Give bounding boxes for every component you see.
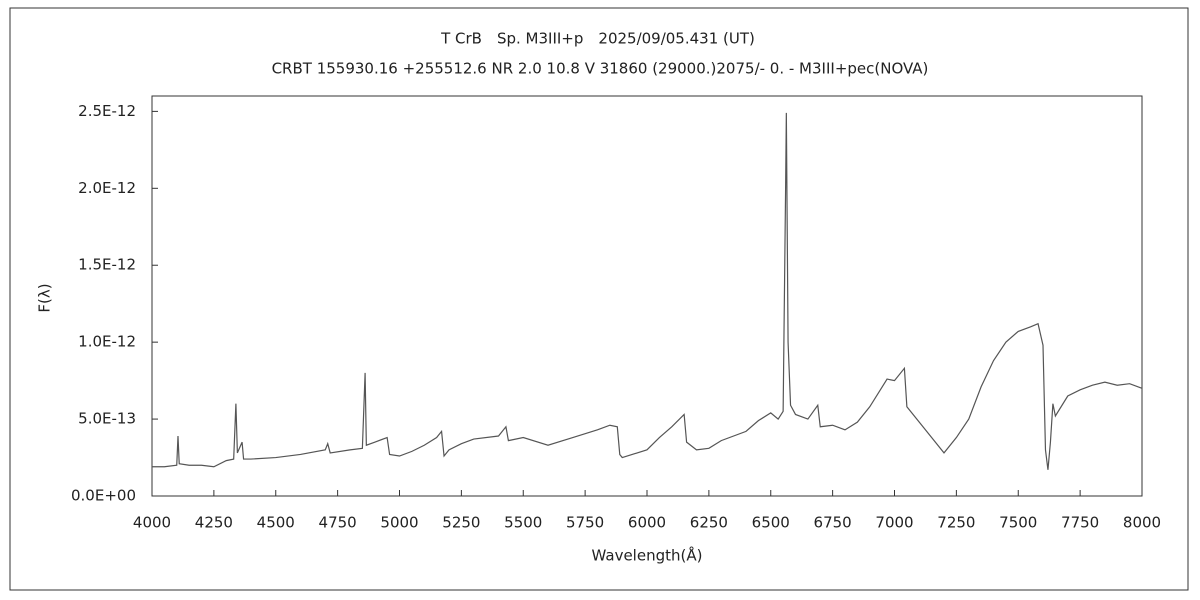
y-tick-label: 1.5E-12 [78,256,136,274]
x-tick-label: 4250 [195,514,233,532]
x-tick-label: 5750 [566,514,604,532]
y-tick-label: 2.0E-12 [78,179,136,197]
x-tick-label: 7000 [875,514,913,532]
y-tick-label: 1.0E-12 [78,333,136,351]
x-tick-label: 7750 [1061,514,1099,532]
x-tick-label: 5250 [442,514,480,532]
x-tick-label: 6250 [690,514,728,532]
x-tick-label: 5500 [504,514,542,532]
x-axis-label: Wavelength(Å) [592,546,703,565]
x-tick-label: 4000 [133,514,171,532]
x-tick-label: 7500 [999,514,1037,532]
y-tick-label: 5.0E-13 [78,410,136,428]
x-tick-label: 7250 [937,514,975,532]
x-tick-label: 6000 [628,514,666,532]
x-tick-label: 5000 [380,514,418,532]
chart-title: T CrB Sp. M3III+p 2025/09/05.431 (UT) [440,30,755,48]
x-tick-label: 6500 [752,514,790,532]
spectrum-line [152,112,1143,470]
x-tick-label: 4500 [257,514,295,532]
chart-subtitle: CRBT 155930.16 +255512.6 NR 2.0 10.8 V 3… [272,60,929,78]
x-tick-label: 4750 [319,514,357,532]
y-tick-label: 2.5E-12 [78,102,136,120]
x-tick-label: 6750 [814,514,852,532]
x-tick-label: 8000 [1123,514,1161,532]
y-axis-label: F(λ) [36,283,54,312]
frame [9,7,1189,591]
y-tick-label: 0.0E+00 [71,487,136,505]
